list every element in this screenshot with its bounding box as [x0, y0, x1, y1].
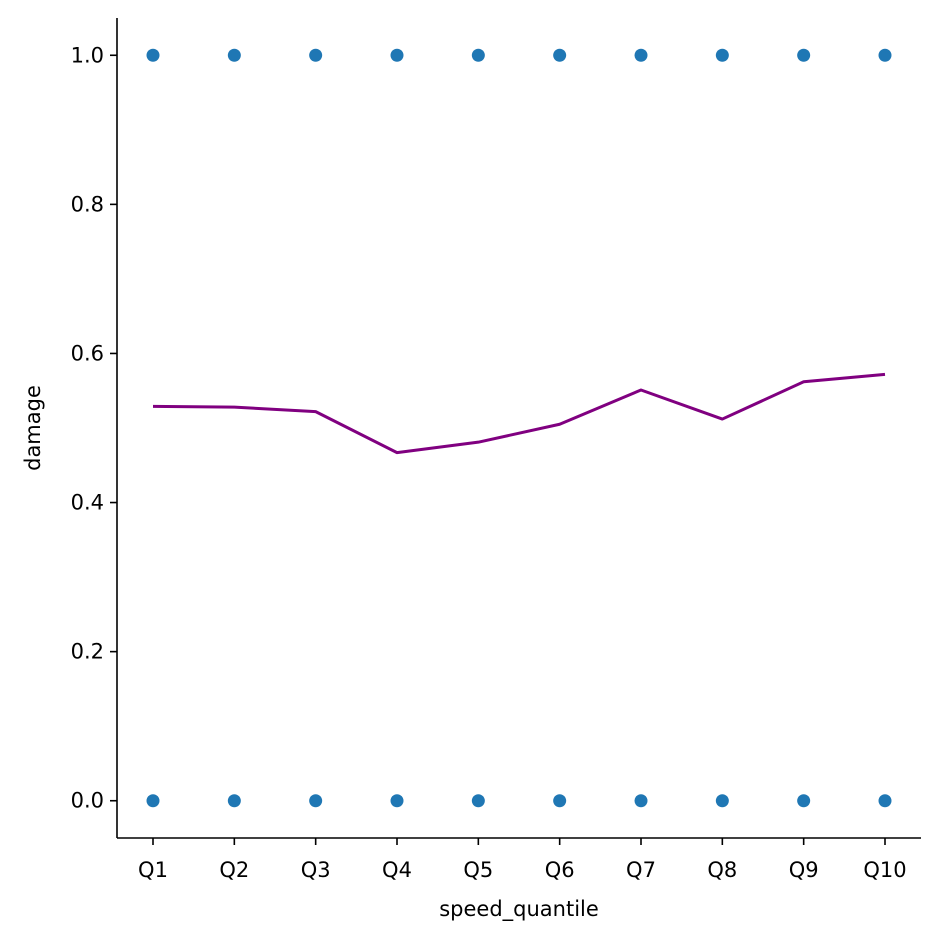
scatter-point — [146, 794, 160, 808]
y-tick-label: 0.6 — [71, 341, 104, 365]
scatter-point — [634, 794, 648, 808]
scatter-point — [390, 48, 404, 62]
scatter-point — [797, 48, 811, 62]
y-tick-label: 0.2 — [71, 640, 104, 664]
x-tick-label: Q1 — [138, 858, 168, 882]
y-tick-label: 0.0 — [71, 789, 104, 813]
y-axis-title: damage — [21, 385, 45, 471]
line-series — [152, 372, 886, 455]
scatter-point — [471, 48, 485, 62]
scatter-point — [146, 48, 160, 62]
y-axis-ticks: 0.0 0.2 0.4 0.6 0.8 1.0 — [71, 43, 117, 813]
scatter-point — [634, 48, 648, 62]
scatter-point — [227, 794, 241, 808]
scatter-point — [309, 48, 323, 62]
scatter-point — [878, 794, 892, 808]
scatter-point — [715, 48, 729, 62]
x-tick-label: Q9 — [789, 858, 819, 882]
x-tick-label: Q7 — [626, 858, 656, 882]
x-tick-label: Q8 — [707, 858, 737, 882]
scatter-point — [553, 794, 567, 808]
scatter-series — [146, 48, 892, 808]
scatter-point — [715, 794, 729, 808]
x-tick-label: Q5 — [463, 858, 493, 882]
x-tick-label: Q3 — [301, 858, 331, 882]
scatter-point — [309, 794, 323, 808]
x-tick-label: Q2 — [219, 858, 249, 882]
x-axis-title: speed_quantile — [439, 897, 599, 922]
x-axis-ticks: Q1 Q2 Q3 Q4 Q5 Q6 Q7 Q8 Q9 Q10 — [138, 838, 907, 882]
scatter-point — [797, 794, 811, 808]
x-tick-label: Q6 — [545, 858, 575, 882]
scatter-point — [553, 48, 567, 62]
line-series-path — [152, 372, 886, 455]
x-tick-label: Q4 — [382, 858, 412, 882]
y-tick-label: 0.8 — [71, 192, 104, 216]
scatter-point — [227, 48, 241, 62]
scatter-point — [878, 48, 892, 62]
scatter-point — [390, 794, 404, 808]
x-tick-label: Q10 — [863, 858, 906, 882]
scatter-point — [471, 794, 485, 808]
y-tick-label: 1.0 — [71, 43, 104, 67]
y-tick-label: 0.4 — [71, 491, 104, 515]
